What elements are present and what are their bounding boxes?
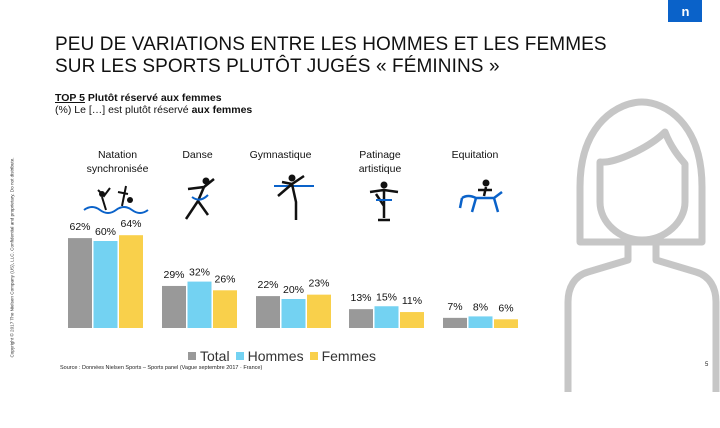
title-line-2: SUR LES SPORTS PLUTÔT JUGÉS « FÉMININS » [55, 56, 500, 77]
category-label-0: Natation synchronisée [86, 149, 149, 175]
bar-femmes-0 [119, 235, 143, 328]
value-label-femmes-2: 23% [308, 278, 329, 290]
category-label-4: Equitation [451, 149, 499, 161]
figure-skating-icon [369, 181, 399, 222]
category-label-3: Patinage artistique [358, 149, 402, 175]
bar-femmes-4 [494, 319, 518, 328]
horse-riding-icon [458, 179, 503, 213]
value-label-total-1: 29% [163, 269, 184, 281]
value-label-femmes-3: 11% [402, 295, 422, 307]
bar-hommes-1 [187, 281, 212, 328]
page-number: 5 [705, 362, 709, 368]
chart-legend: Total Hommes Femmes [188, 348, 382, 364]
value-label-femmes-0: 64% [120, 218, 141, 230]
value-label-hommes-2: 20% [283, 284, 304, 296]
bar-femmes-1 [213, 290, 237, 328]
value-label-total-4: 7% [447, 301, 462, 313]
legend-item-women: Femmes [309, 348, 376, 364]
bar-hommes-0 [93, 241, 118, 328]
value-label-femmes-4: 6% [498, 302, 513, 314]
nielsen-logo: n [668, 0, 702, 22]
question-bold: aux femmes [191, 104, 253, 116]
bar-hommes-4 [468, 316, 493, 328]
bar-total-0 [68, 238, 92, 328]
bar-total-4 [443, 317, 467, 328]
woman-silhouette-icon [564, 98, 720, 392]
synchronized-swimming-icon [83, 185, 149, 214]
dance-icon [184, 177, 215, 220]
bar-chart: 62% 60% 64% 29% 32% 26% 22% 20% 23% 13% 15% 11% 7% 8%… [68, 218, 518, 328]
bar-total-1 [162, 285, 186, 328]
page-title: PEU DE VARIATIONS ENTRE LES HOMMES ET LE… [55, 34, 655, 78]
value-label-total-3: 13% [350, 292, 371, 304]
subtitle-top: TOP 5 Plutôt réservé aux femmes [55, 92, 222, 104]
value-label-total-2: 22% [257, 279, 278, 291]
bar-total-2 [256, 296, 280, 328]
legend-item-men: Hommes [235, 348, 304, 364]
value-label-hommes-4: 8% [473, 301, 488, 313]
bar-hommes-3 [374, 306, 399, 328]
bar-total-3 [349, 309, 373, 328]
bar-hommes-2 [281, 299, 306, 328]
value-label-hommes-1: 32% [189, 267, 210, 279]
category-label-2: Gymnastique [249, 149, 312, 161]
title-line-1: PEU DE VARIATIONS ENTRE LES HOMMES ET LE… [55, 34, 607, 55]
question-prefix: (%) Le […] est plutôt réservé [55, 104, 192, 116]
value-label-femmes-1: 26% [214, 273, 235, 285]
category-label-1: Danse [182, 149, 213, 161]
top-label: TOP 5 [55, 92, 85, 104]
value-label-total-0: 62% [69, 221, 90, 233]
top-text: Plutôt réservé aux femmes [84, 92, 222, 104]
legend-item-total: Total [188, 348, 230, 364]
value-label-hommes-3: 15% [376, 291, 397, 303]
subtitle-question: (%) Le […] est plutôt réservé aux femmes [55, 104, 252, 116]
value-label-hommes-0: 60% [95, 226, 116, 238]
bar-femmes-2 [307, 294, 331, 328]
source-note: Source : Données Nielsen Sports – Sports… [60, 365, 263, 371]
gymnastics-icon [274, 174, 314, 220]
bar-femmes-3 [400, 312, 424, 328]
